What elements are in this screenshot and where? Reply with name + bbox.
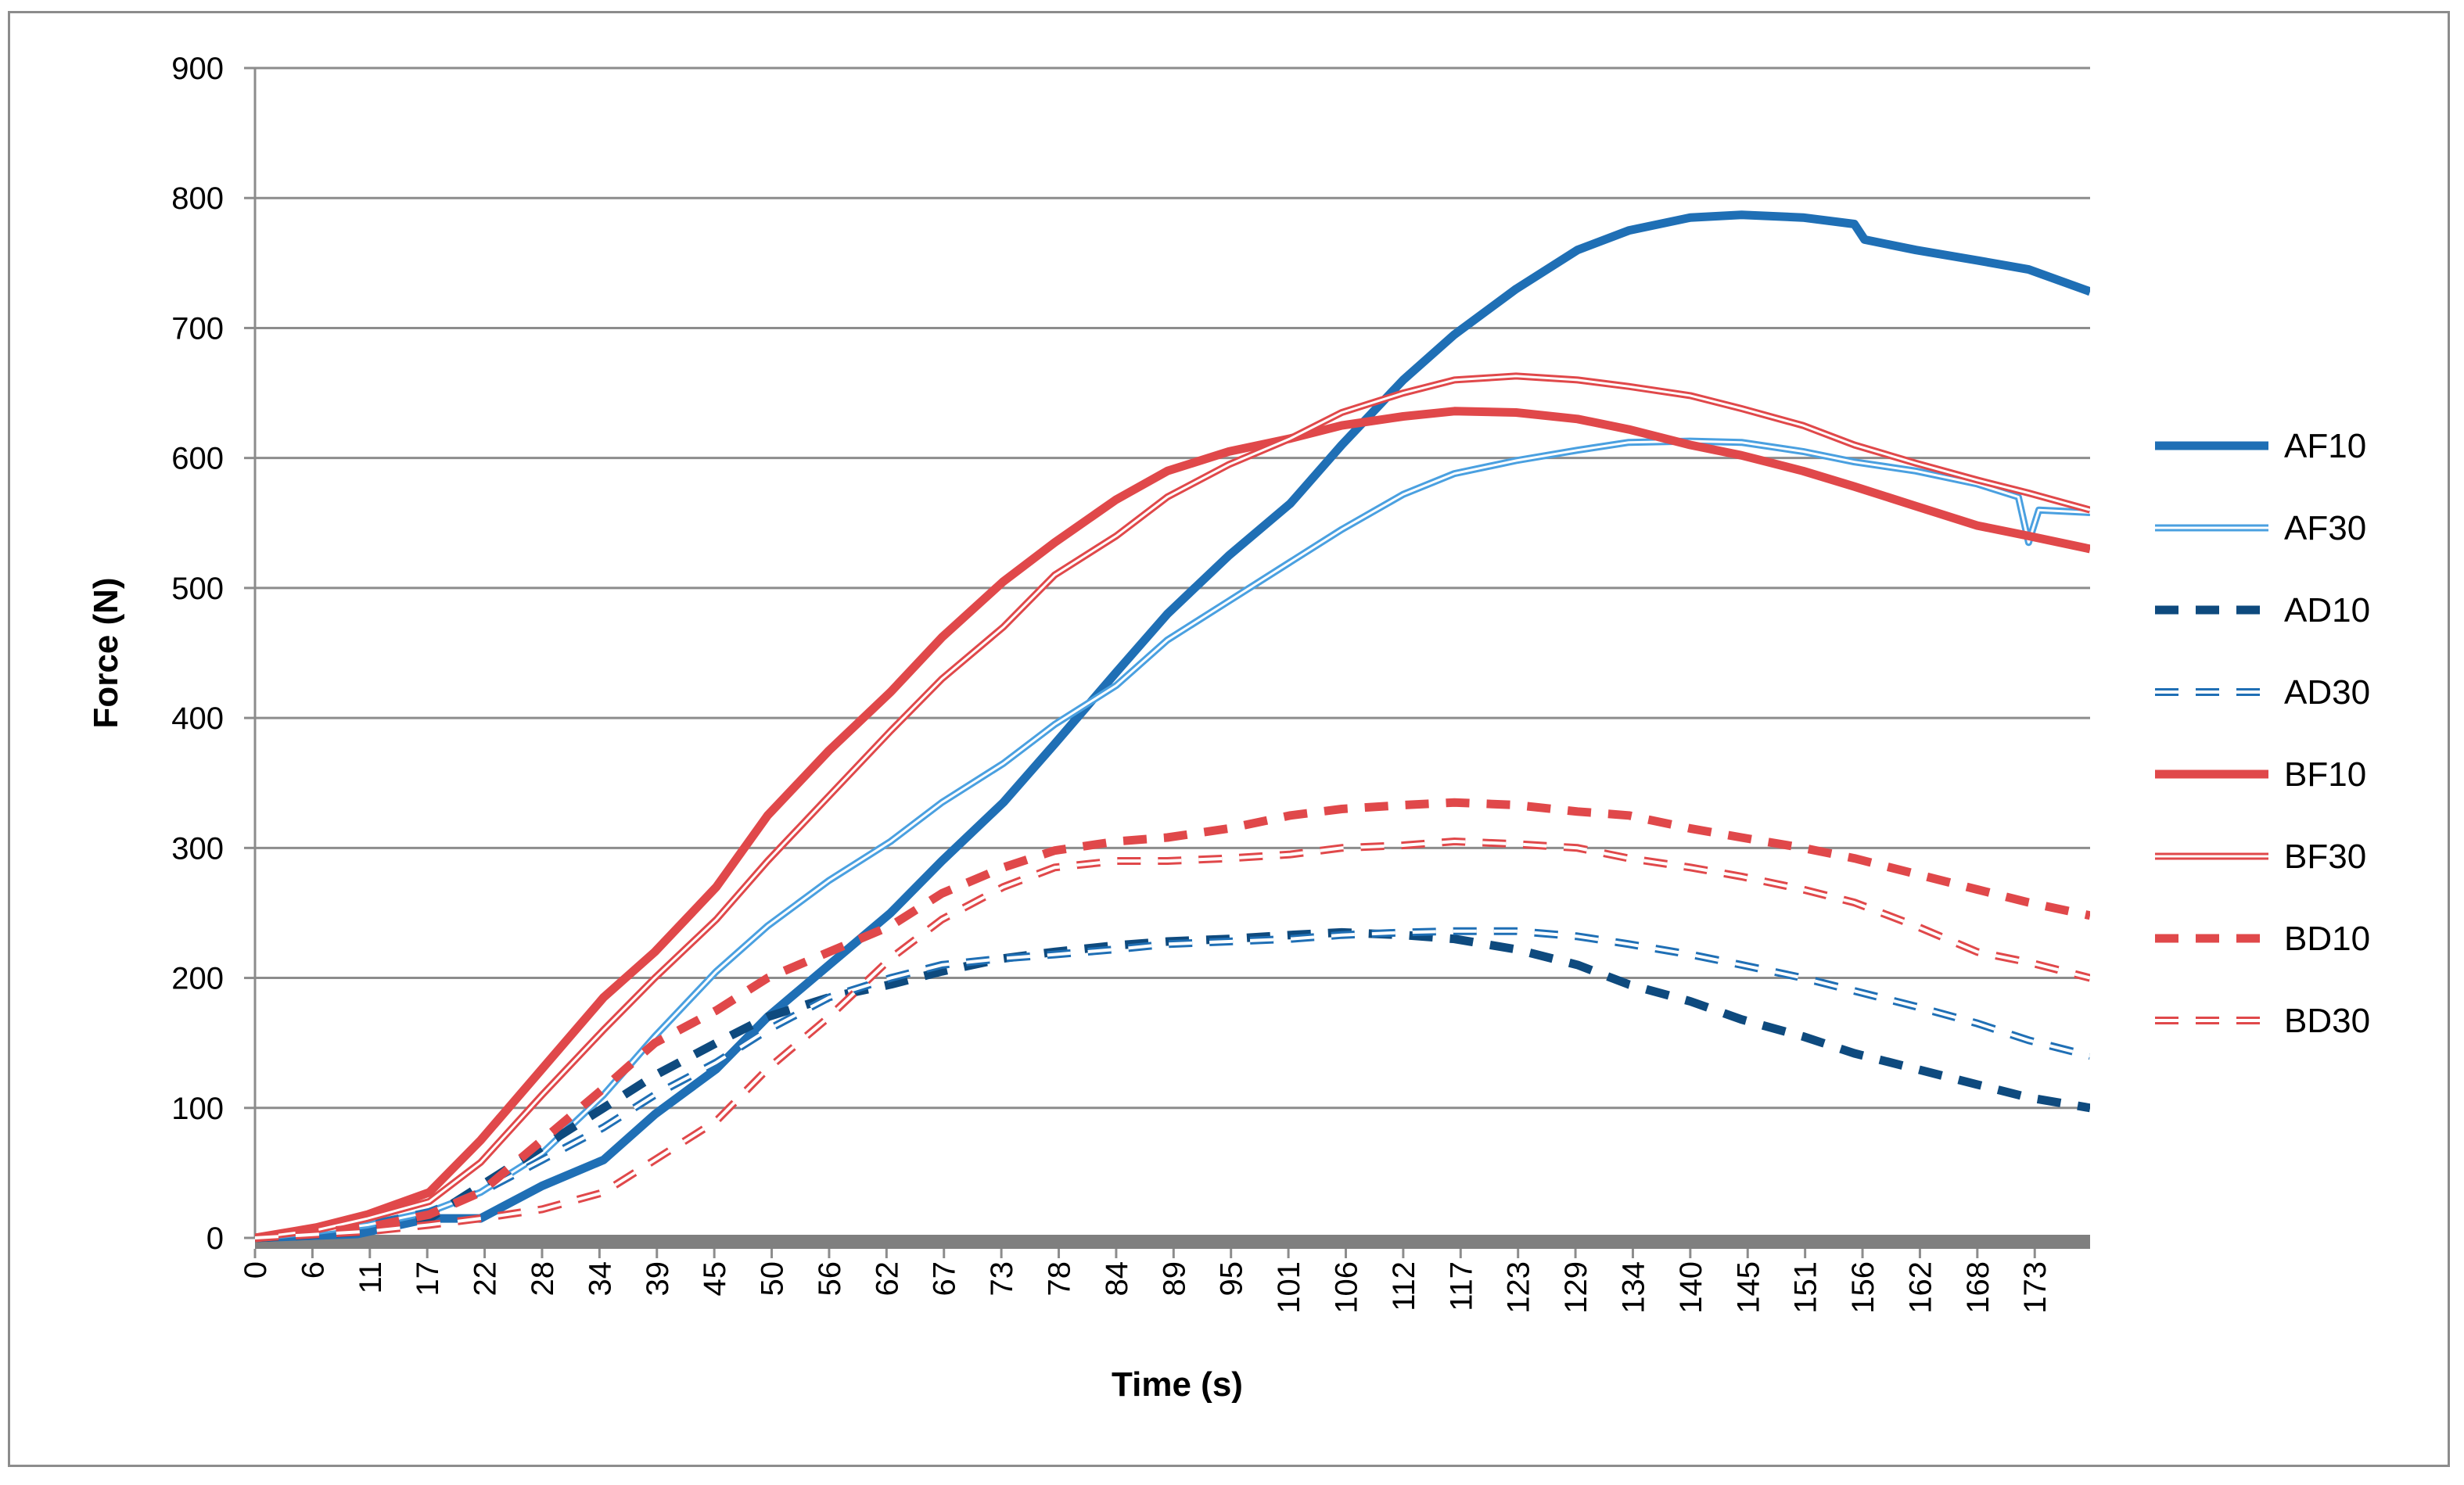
x-tick-label: 168 [1961, 1261, 1995, 1314]
series-bd10 [255, 798, 2090, 1243]
y-tick-label: 800 [171, 181, 224, 216]
legend-label: BF10 [2284, 755, 2366, 794]
x-tick-label: 106 [1329, 1261, 1363, 1314]
y-tick-label: 500 [171, 572, 224, 606]
x-tick-label: 62 [870, 1261, 904, 1297]
series-line-core-bf30 [255, 375, 2090, 1239]
x-tick-label: 50 [756, 1261, 790, 1297]
y-axis-ticks: 0 100 200 300 400 500 600 700 800 900 [171, 52, 255, 1256]
x-axis-title: Time (s) [1112, 1365, 1243, 1404]
x-axis-band [255, 1235, 2090, 1249]
x-tick-label: 45 [698, 1261, 732, 1297]
x-tick-label: 134 [1616, 1261, 1650, 1314]
legend-item-bf30: BF30 [2155, 838, 2366, 876]
legend-item-ad10: AD10 [2155, 591, 2370, 630]
legend-label: BF30 [2284, 838, 2366, 876]
series-line-af10 [255, 210, 2090, 1243]
axes [253, 68, 2090, 1249]
series-line-bd10 [255, 798, 2090, 1243]
legend-label: AD10 [2284, 591, 2370, 630]
y-tick-label: 600 [171, 442, 224, 476]
legend: AF10 AF30 AD10 AD30 BF10 BF30 BD10 BD30 [2155, 427, 2370, 1040]
x-tick-label: 39 [641, 1261, 675, 1297]
x-tick-label: 145 [1731, 1261, 1765, 1314]
x-axis-ticks: 0 6 11 17 22 28 34 39 45 50 56 62 67 73 78 84 89 95 101 106… [239, 1249, 2053, 1314]
legend-item-af30: AF30 [2155, 509, 2366, 547]
series-line-core-af30 [255, 439, 2090, 1239]
y-axis-title: Force (N) [87, 577, 125, 728]
legend-item-bd10: BD10 [2155, 920, 2370, 958]
x-tick-label: 17 [411, 1261, 445, 1297]
x-tick-label: 140 [1674, 1261, 1708, 1314]
y-tick-label: 400 [171, 701, 224, 736]
x-tick-label: 22 [469, 1261, 503, 1297]
x-tick-label: 95 [1215, 1261, 1249, 1297]
series-bf30 [255, 372, 2090, 1242]
series-bf10 [255, 407, 2090, 1243]
y-tick-label: 0 [207, 1221, 224, 1256]
series-ad30 [255, 927, 2090, 1242]
x-tick-label: 56 [813, 1261, 847, 1297]
x-tick-label: 101 [1272, 1261, 1306, 1314]
legend-label: BD10 [2284, 920, 2370, 958]
legend-item-bd30: BD30 [2155, 1002, 2370, 1040]
y-tick-label: 900 [171, 52, 224, 86]
x-tick-label: 156 [1846, 1261, 1880, 1314]
legend-label: BD30 [2284, 1002, 2370, 1040]
x-tick-label: 112 [1387, 1261, 1421, 1311]
y-tick-label: 200 [171, 962, 224, 996]
legend-label: AF10 [2284, 427, 2366, 465]
gridlines [255, 66, 2090, 1110]
x-tick-label: 162 [1903, 1261, 1938, 1314]
x-tick-label: 78 [1043, 1261, 1077, 1297]
x-tick-label: 123 [1502, 1261, 1536, 1314]
x-tick-label: 173 [2018, 1261, 2053, 1314]
series-line-bf10 [255, 407, 2090, 1243]
x-tick-label: 67 [928, 1261, 962, 1297]
legend-label: AF30 [2284, 509, 2366, 547]
legend-item-bf10: BF10 [2155, 755, 2366, 794]
y-tick-label: 100 [171, 1092, 224, 1126]
x-tick-label: 0 [239, 1261, 273, 1279]
x-tick-label: 89 [1157, 1261, 1191, 1297]
x-tick-label: 117 [1444, 1261, 1478, 1311]
series-af30 [255, 437, 2090, 1242]
series-line-core-ad30 [255, 929, 2090, 1239]
legend-label: AD30 [2284, 673, 2370, 712]
x-tick-label: 129 [1559, 1261, 1593, 1314]
legend-item-af10: AF10 [2155, 427, 2366, 465]
x-tick-label: 151 [1789, 1261, 1823, 1314]
legend-item-ad30: AD30 [2155, 673, 2370, 712]
y-tick-label: 300 [171, 831, 224, 866]
x-tick-label: 28 [526, 1261, 560, 1297]
x-tick-label: 11 [354, 1261, 388, 1294]
series-lines [255, 210, 2090, 1243]
series-af10 [255, 210, 2090, 1243]
x-tick-label: 6 [296, 1261, 330, 1279]
x-tick-label: 34 [583, 1261, 617, 1297]
x-tick-label: 84 [1100, 1261, 1134, 1297]
y-tick-label: 700 [171, 311, 224, 346]
x-tick-label: 73 [985, 1261, 1019, 1297]
